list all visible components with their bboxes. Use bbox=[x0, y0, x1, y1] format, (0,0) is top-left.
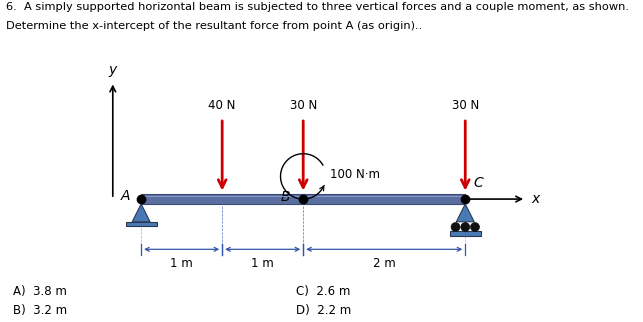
Text: 2 m: 2 m bbox=[373, 257, 395, 270]
Text: Determine the x-intercept of the resultant force from point A (as origin)..: Determine the x-intercept of the resulta… bbox=[6, 21, 422, 31]
Text: 1 m: 1 m bbox=[251, 257, 274, 270]
Text: 30 N: 30 N bbox=[289, 99, 317, 112]
Polygon shape bbox=[132, 204, 150, 222]
Text: 6.  A simply supported horizontal beam is subjected to three vertical forces and: 6. A simply supported horizontal beam is… bbox=[6, 2, 629, 12]
Bar bbox=[450, 232, 481, 236]
Text: 30 N: 30 N bbox=[451, 99, 479, 112]
Text: C: C bbox=[473, 176, 483, 190]
Text: A)  3.8 m: A) 3.8 m bbox=[13, 285, 67, 298]
Circle shape bbox=[451, 223, 460, 232]
Circle shape bbox=[461, 223, 470, 232]
Text: 40 N: 40 N bbox=[208, 99, 236, 112]
Text: 100 N·m: 100 N·m bbox=[330, 168, 380, 181]
Text: y: y bbox=[109, 63, 117, 77]
Text: C)  2.6 m: C) 2.6 m bbox=[296, 285, 350, 298]
Bar bbox=[141, 194, 466, 204]
Bar bbox=[126, 222, 156, 226]
Text: D)  2.2 m: D) 2.2 m bbox=[296, 304, 351, 317]
Text: A: A bbox=[120, 189, 130, 203]
Text: B: B bbox=[281, 190, 290, 204]
Circle shape bbox=[471, 223, 480, 232]
Text: 1 m: 1 m bbox=[170, 257, 193, 270]
Text: B)  3.2 m: B) 3.2 m bbox=[13, 304, 67, 317]
Polygon shape bbox=[457, 204, 474, 222]
Text: x: x bbox=[531, 192, 539, 206]
